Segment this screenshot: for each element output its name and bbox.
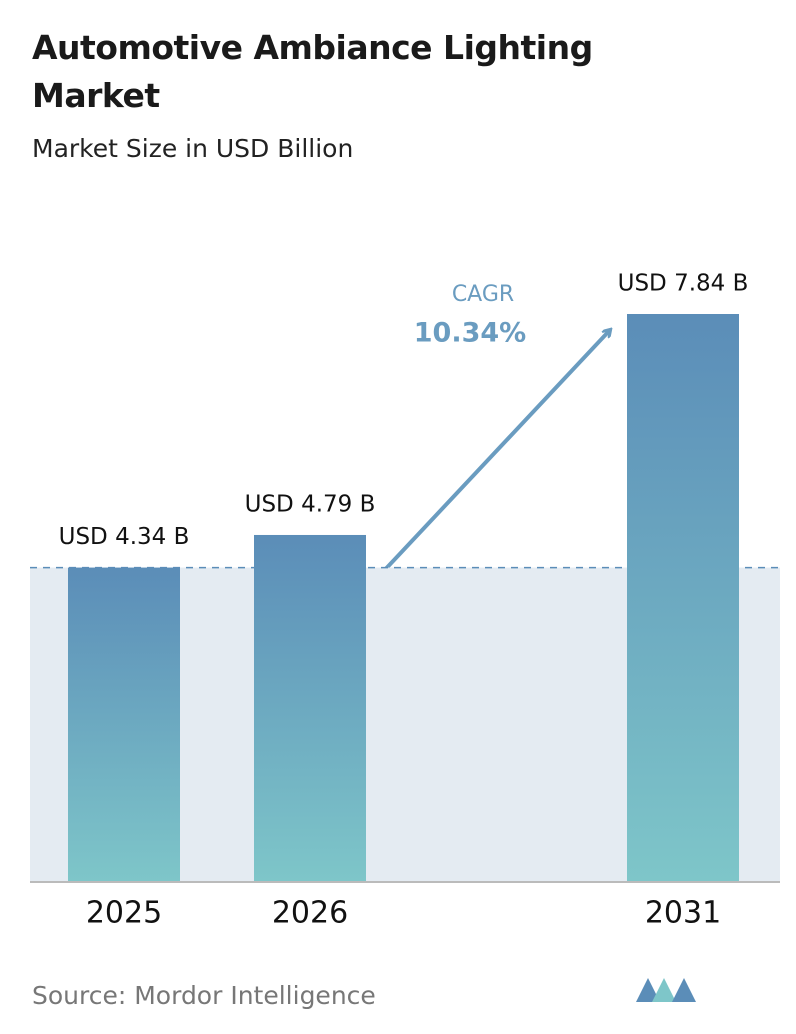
chart-subtitle: Market Size in USD Billion bbox=[32, 134, 354, 163]
cagr-arrow bbox=[378, 330, 610, 577]
x-tick-label: 2026 bbox=[272, 896, 348, 931]
bar bbox=[68, 567, 180, 882]
cagr-label: CAGR bbox=[452, 282, 514, 307]
value-label: USD 4.79 B bbox=[245, 491, 376, 517]
value-label: USD 7.84 B bbox=[618, 271, 749, 297]
bar bbox=[254, 534, 366, 882]
x-tick-label: 2025 bbox=[86, 896, 162, 931]
cagr-value: 10.34% bbox=[414, 318, 526, 349]
bar bbox=[627, 314, 739, 882]
source: Source: Mordor Intelligence bbox=[32, 981, 376, 1010]
chart-title: Automotive Ambiance Lighting Market bbox=[32, 28, 593, 115]
value-label: USD 4.34 B bbox=[59, 524, 190, 550]
x-tick-label: 2031 bbox=[645, 896, 721, 931]
logo bbox=[636, 978, 696, 1002]
